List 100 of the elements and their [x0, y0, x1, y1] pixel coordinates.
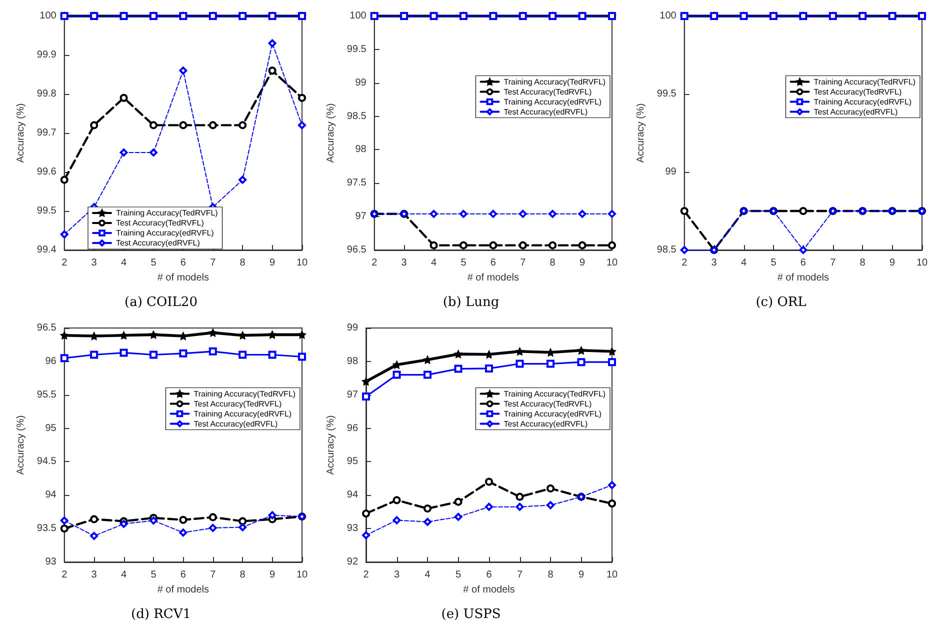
- legend-label: Training Accuracy(TedRVFL): [504, 389, 606, 398]
- y-tick-label: 95.5: [36, 389, 57, 400]
- y-tick-label: 99.8: [36, 88, 57, 100]
- x-tick-label: 5: [770, 258, 777, 268]
- legend-label: Test Accuracy(TedRVFL): [504, 87, 592, 96]
- x-tick-label: 6: [180, 570, 186, 580]
- text: (d) RCV1: [131, 607, 191, 622]
- y-tick-label: 96: [45, 356, 57, 367]
- x-tick-label: 3: [91, 258, 98, 268]
- y-tick-label: 94.5: [36, 456, 57, 468]
- y-tick-label: 96.5: [36, 322, 57, 334]
- x-tick-label: 3: [91, 570, 98, 580]
- x-tick-label: 3: [711, 258, 718, 268]
- legend-label: Test Accuracy(TedRVFL): [116, 218, 204, 228]
- x-tick-label: 2: [682, 258, 688, 268]
- x-tick-label: 6: [486, 570, 492, 580]
- x-axis-title: # of models: [463, 584, 515, 596]
- x-tick-label: 5: [460, 258, 467, 268]
- y-tick-label: 98.5: [346, 110, 367, 122]
- x-tick-label: 7: [210, 258, 216, 268]
- y-tick-label: 98.5: [656, 244, 677, 256]
- x-tick-label: 7: [516, 570, 523, 580]
- x-tick-label: 4: [424, 570, 431, 580]
- y-tick-label: 99.5: [656, 88, 677, 100]
- y-tick-label: 93.5: [36, 523, 57, 534]
- y-tick-label: 99.4: [36, 244, 57, 256]
- y-tick-label: 99.5: [346, 44, 367, 55]
- x-tick-label: 6: [800, 258, 806, 268]
- y-tick-label: 95: [346, 456, 358, 468]
- y-tick-label: 95: [45, 422, 57, 434]
- y-tick-label: 96: [346, 422, 358, 434]
- y-axis-title: Accuracy (%): [326, 103, 336, 163]
- y-tick-label: 93: [45, 556, 57, 568]
- y-axis-title: Accuracy (%): [636, 103, 646, 163]
- legend-label: Training Accuracy(edRVFL): [504, 97, 602, 106]
- x-tick-label: 10: [296, 570, 308, 580]
- x-tick-label: 9: [578, 570, 584, 580]
- legend-label: Training Accuracy(edRVFL): [504, 409, 602, 418]
- text: (a) COIL20: [124, 295, 198, 310]
- text: (c) ORL: [756, 295, 807, 310]
- legend-label: Test Accuracy(edRVFL): [504, 419, 588, 428]
- legend-label: Training Accuracy(edRVFL): [194, 409, 292, 418]
- y-tick-label: 93: [346, 523, 358, 534]
- x-tick-label: 3: [401, 258, 408, 268]
- x-tick-label: 10: [916, 258, 928, 268]
- x-tick-label: 5: [455, 570, 462, 580]
- y-tick-label: 100: [40, 10, 57, 22]
- legend-label: Test Accuracy(edRVFL): [814, 107, 898, 116]
- x-tick-label: 8: [548, 570, 554, 580]
- x-tick-label: 6: [180, 258, 186, 268]
- x-tick-label: 2: [62, 258, 68, 268]
- legend-label: Test Accuracy(TedRVFL): [504, 399, 592, 408]
- x-tick-label: 8: [550, 258, 556, 268]
- x-tick-label: 8: [860, 258, 866, 268]
- x-tick-label: 9: [270, 570, 276, 580]
- x-axis-title: # of models: [157, 272, 210, 284]
- legend-label: Training Accuracy(TedRVFL): [116, 208, 218, 218]
- x-tick-label: 4: [120, 258, 127, 268]
- legend-label: Test Accuracy(edRVFL): [116, 238, 200, 248]
- text: (b) Lung: [442, 295, 500, 310]
- x-tick-label: 5: [150, 258, 157, 268]
- y-tick-label: 96.5: [346, 244, 367, 256]
- x-tick-label: 7: [830, 258, 836, 268]
- x-tick-label: 2: [363, 570, 370, 580]
- y-axis-title: Accuracy (%): [16, 103, 26, 163]
- y-axis-title: Accuracy (%): [326, 415, 336, 475]
- legend-label: Training Accuracy(TedRVFL): [814, 77, 916, 86]
- y-tick-label: 100: [350, 10, 367, 22]
- x-tick-label: 9: [580, 258, 586, 268]
- y-tick-label: 99: [346, 322, 358, 334]
- x-tick-label: 10: [296, 258, 308, 268]
- y-tick-label: 99.5: [36, 206, 57, 216]
- y-tick-label: 97: [346, 389, 358, 400]
- y-tick-label: 97.5: [346, 178, 367, 189]
- legend-label: Test Accuracy(edRVFL): [194, 419, 278, 428]
- x-axis-title: # of models: [157, 584, 210, 596]
- x-tick-label: 4: [120, 570, 127, 580]
- y-tick-label: 92: [346, 556, 358, 568]
- legend-label: Training Accuracy(edRVFL): [116, 228, 214, 238]
- y-tick-label: 98: [346, 356, 358, 367]
- y-tick-label: 94: [346, 490, 358, 501]
- legend-label: Test Accuracy(TedRVFL): [194, 399, 282, 408]
- x-tick-label: 10: [606, 570, 618, 580]
- legend-label: Training Accuracy(edRVFL): [814, 97, 912, 106]
- x-tick-label: 8: [240, 258, 246, 268]
- y-tick-label: 99.7: [36, 128, 57, 138]
- x-axis-title: # of models: [777, 272, 830, 284]
- y-tick-label: 100: [660, 10, 677, 22]
- y-tick-label: 99.9: [36, 50, 57, 60]
- x-tick-label: 6: [490, 258, 496, 268]
- y-tick-label: 98: [355, 144, 367, 156]
- x-tick-label: 3: [394, 570, 400, 580]
- x-tick-label: 4: [740, 258, 747, 268]
- y-tick-label: 99: [355, 77, 367, 88]
- legend-label: Training Accuracy(TedRVFL): [194, 389, 296, 398]
- y-axis-title: Accuracy (%): [16, 415, 26, 475]
- x-tick-label: 10: [606, 258, 618, 268]
- x-tick-label: 2: [372, 258, 378, 268]
- y-tick-label: 97: [355, 211, 367, 222]
- x-tick-label: 9: [890, 258, 896, 268]
